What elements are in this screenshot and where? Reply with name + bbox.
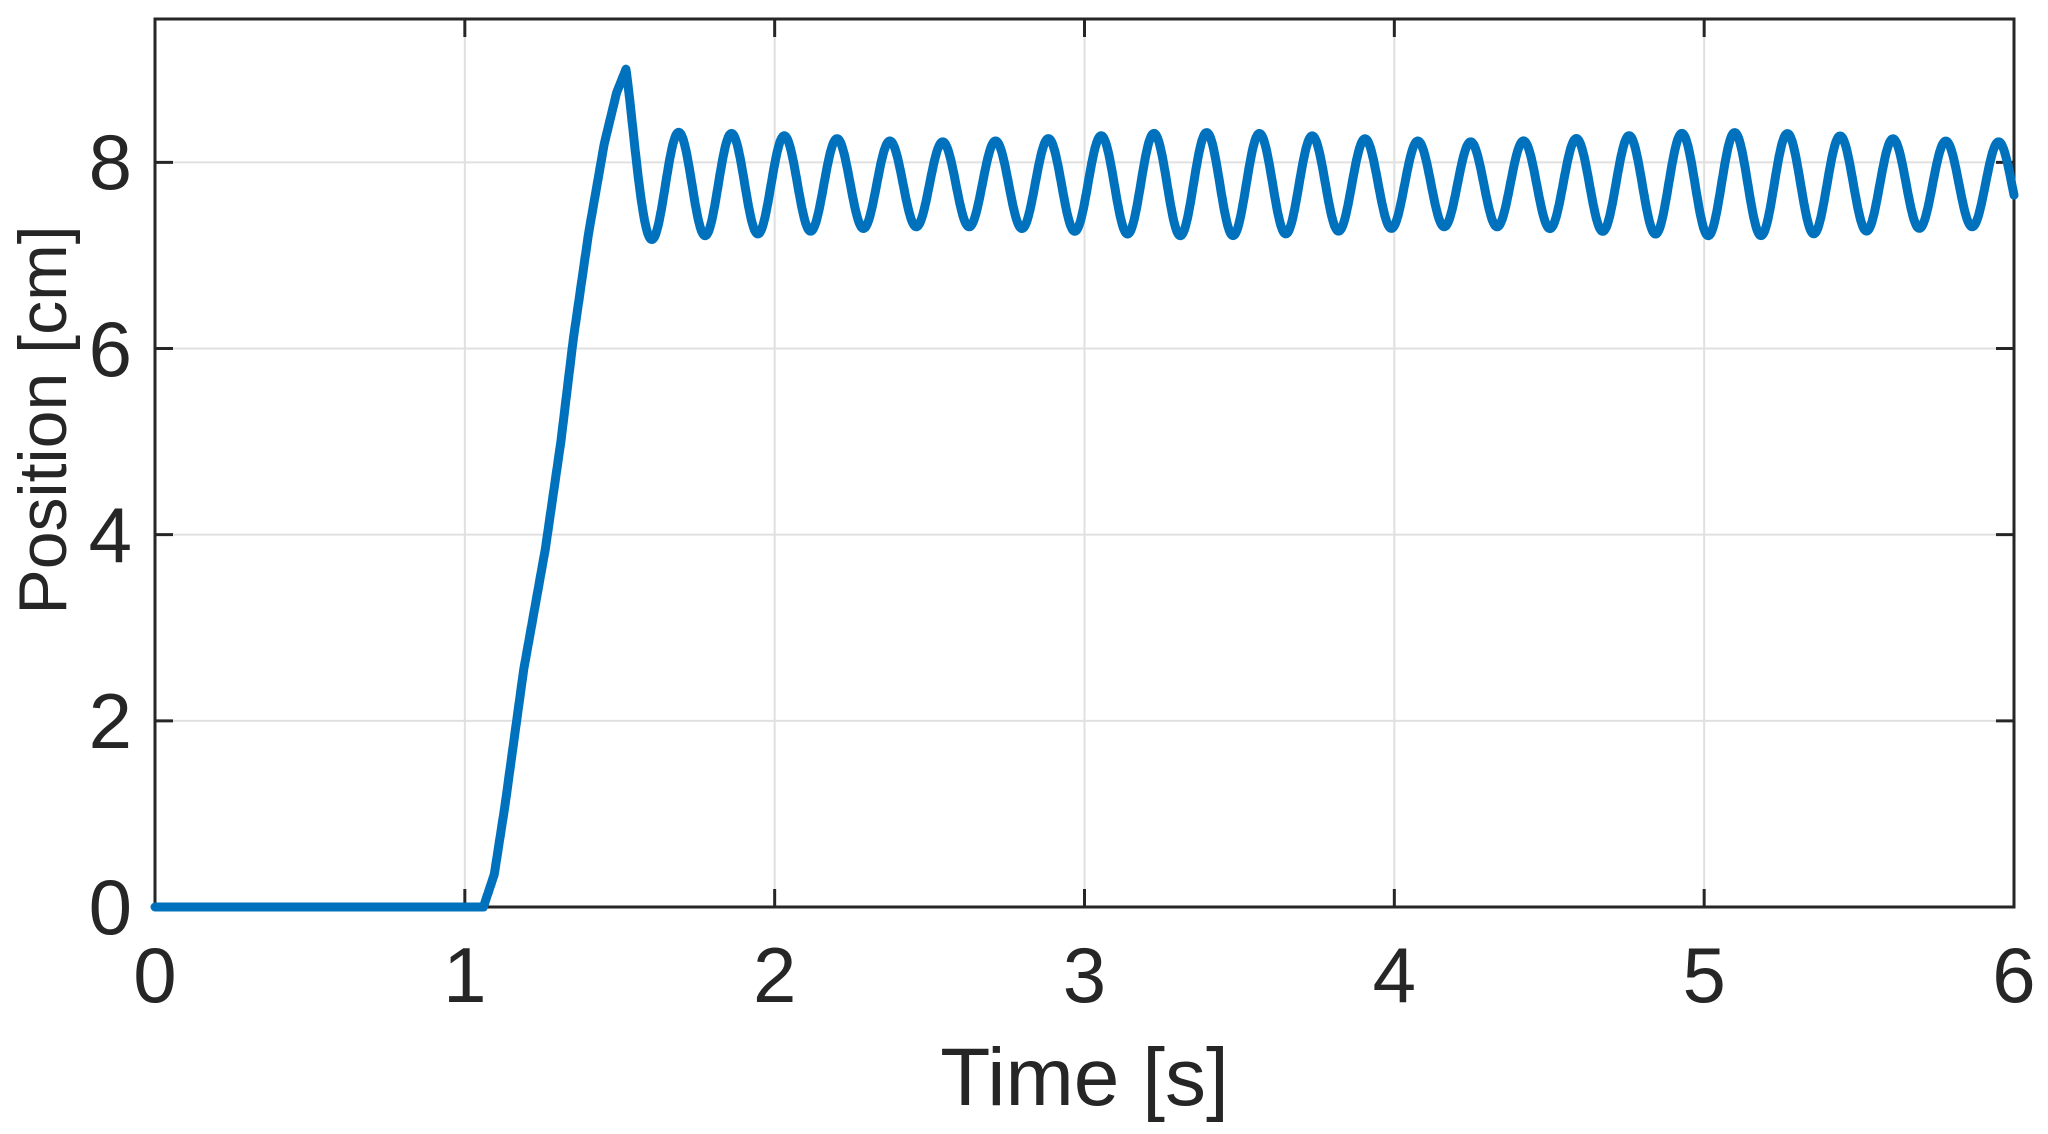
x-tick-label: 0 — [133, 931, 177, 1019]
x-tick-label: 1 — [443, 931, 487, 1019]
y-tick-label: 2 — [88, 676, 132, 765]
x-axis-label: Time [s] — [940, 1032, 1229, 1123]
y-tick-label: 0 — [88, 863, 132, 951]
y-tick-label: 8 — [88, 118, 132, 207]
x-tick-label: 6 — [1992, 931, 2036, 1019]
grid — [155, 19, 2014, 907]
y-tick-label: 4 — [88, 490, 132, 579]
y-tick-label: 6 — [88, 304, 132, 393]
series-group — [150, 64, 2019, 912]
series-line — [150, 64, 2019, 912]
x-tick-label: 2 — [752, 931, 797, 1019]
x-tick-label: 4 — [1372, 931, 1417, 1019]
x-tick-label: 3 — [1062, 931, 1107, 1019]
y-axis-label: Position [cm] — [5, 225, 81, 615]
x-tick-label: 5 — [1682, 931, 1726, 1019]
